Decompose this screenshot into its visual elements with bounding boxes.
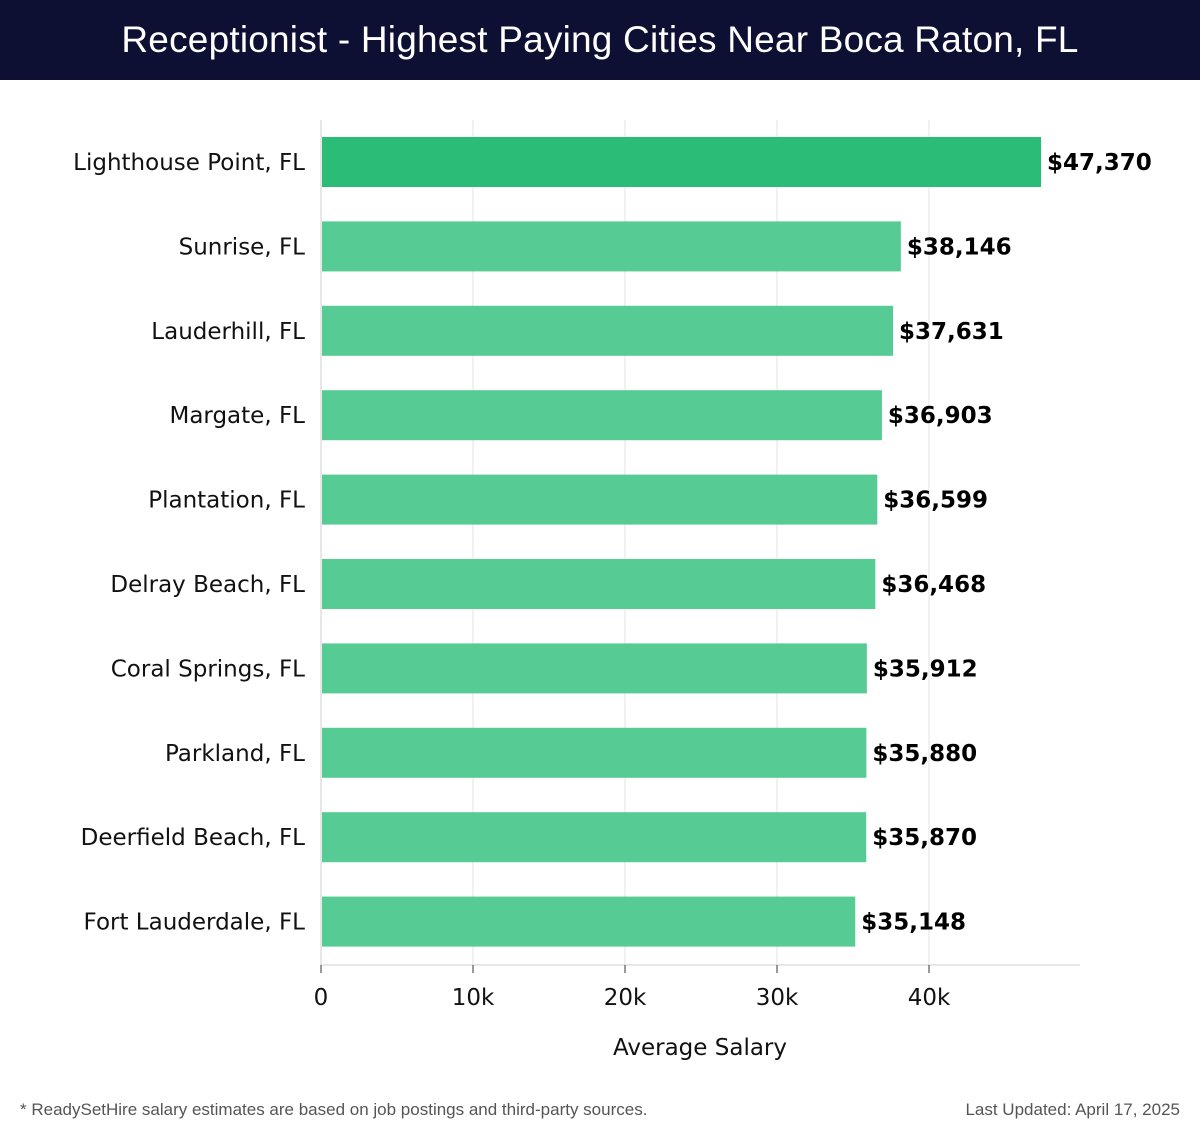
bar: [322, 812, 867, 863]
chart-title: Receptionist - Highest Paying Cities Nea…: [0, 0, 1200, 80]
value-label: $36,903: [888, 403, 993, 429]
value-label: $47,370: [1047, 150, 1152, 176]
x-axis-ticks: 0 10k 20k 30k 40k: [314, 965, 951, 1011]
category-label: Coral Springs, FL: [111, 656, 305, 682]
x-tick-label: 40k: [908, 985, 951, 1011]
category-label: Delray Beach, FL: [110, 572, 305, 598]
category-label: Plantation, FL: [148, 488, 305, 514]
value-labels: $47,370 $38,146 $37,631 $36,903 $36,599 $36,4…: [861, 150, 1152, 936]
category-label: Deerfield Beach, FL: [81, 825, 306, 851]
category-label: Parkland, FL: [165, 741, 305, 767]
bar: [322, 305, 893, 356]
bar: [322, 390, 882, 441]
value-label: $36,468: [881, 572, 986, 598]
x-axis-label: Average Salary: [613, 1035, 787, 1061]
bar-chart: Lighthouse Point, FL Sunrise, FL Lauderhil…: [73, 120, 1152, 1061]
category-label: Lauderhill, FL: [151, 319, 305, 345]
x-tick-label: 30k: [756, 985, 799, 1011]
footnote: * ReadySetHire salary estimates are base…: [20, 1100, 648, 1119]
x-tick-label: 0: [314, 985, 329, 1011]
bar: [322, 643, 867, 694]
bar: [322, 137, 1042, 187]
value-label: $35,870: [872, 825, 977, 851]
value-label: $37,631: [899, 319, 1004, 345]
value-label: $35,912: [873, 656, 978, 682]
category-label: Fort Lauderdale, FL: [84, 910, 306, 936]
category-label: Sunrise, FL: [179, 234, 306, 260]
last-updated: Last Updated: April 17, 2025: [965, 1100, 1180, 1119]
value-label: $38,146: [907, 234, 1012, 260]
value-label: $36,599: [883, 488, 988, 514]
category-label: Margate, FL: [169, 403, 305, 429]
category-label: Lighthouse Point, FL: [73, 150, 305, 176]
bar: [322, 559, 876, 609]
x-tick-label: 20k: [604, 985, 647, 1011]
bar: [322, 727, 867, 778]
bar: [322, 474, 878, 525]
category-labels: Lighthouse Point, FL Sunrise, FL Lauderhil…: [73, 150, 305, 936]
value-label: $35,148: [861, 910, 966, 936]
bars: [322, 137, 1042, 947]
x-tick-label: 10k: [452, 985, 495, 1011]
bar: [322, 896, 856, 947]
value-label: $35,880: [872, 741, 977, 767]
bar: [322, 221, 901, 272]
